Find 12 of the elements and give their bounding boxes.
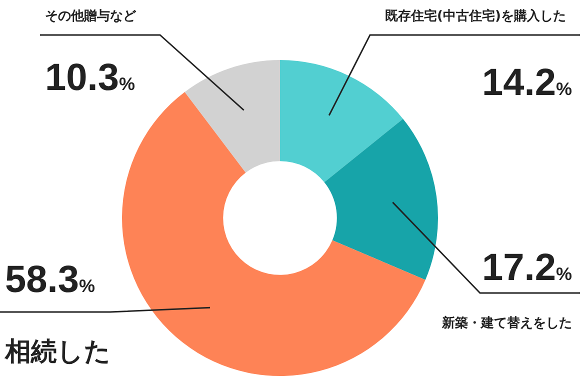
data-label: 10.3% [45,57,135,99]
donut-slice [280,60,403,182]
slice-label: 新築・建て替えをした [441,315,572,331]
slice-label: その他贈与など [45,9,137,24]
slice-label: 相続した [4,337,111,367]
donut-slice [324,118,438,280]
donut-slice [122,92,426,376]
data-label: 14.2% [482,62,572,104]
donut-slice [184,60,280,173]
slice-label: 既存住宅(中古住宅)を購入した [385,8,566,24]
data-label: 17.2% [482,247,572,289]
data-label: 58.3% [5,259,95,301]
